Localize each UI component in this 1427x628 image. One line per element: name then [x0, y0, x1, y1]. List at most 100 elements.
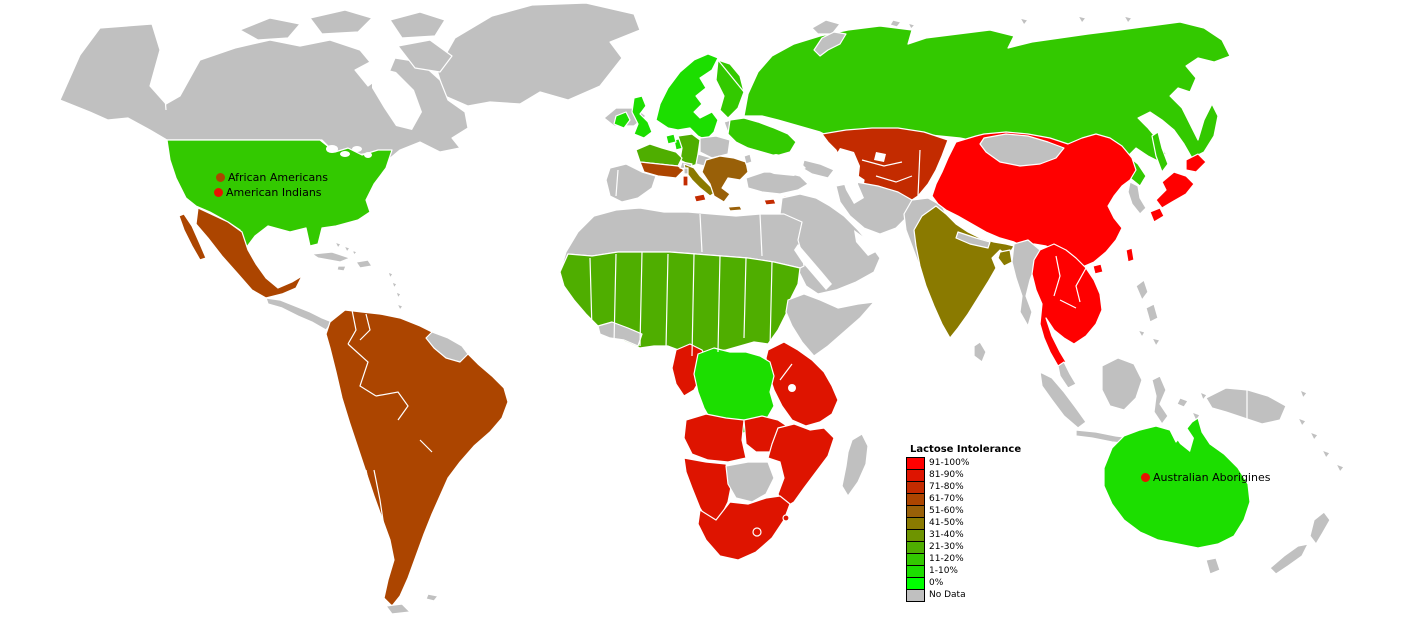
- region-swaziland: [782, 514, 790, 522]
- legend: Lactose Intolerance 91-100% 81-90% 71-80% 6…: [906, 444, 1046, 602]
- legend-label: 71-80%: [929, 482, 964, 492]
- region-madagascar: [841, 433, 869, 497]
- annotation-american-indians: American Indians: [214, 185, 322, 199]
- water-black-sea: [756, 154, 806, 176]
- region-balkans: [701, 155, 749, 203]
- region-southeast-asia: [1031, 243, 1103, 367]
- region-indonesia: [1039, 371, 1087, 429]
- legend-label: 61-70%: [929, 494, 964, 504]
- australian-aborigines-dot-icon: [1141, 472, 1150, 482]
- region-caribbean: [311, 251, 351, 263]
- region-philippines: [1145, 303, 1159, 323]
- water-caspian-sea: [834, 148, 864, 204]
- region-poland: [699, 135, 731, 159]
- region-scandinavia: [655, 53, 719, 141]
- region-japan: [1185, 153, 1207, 173]
- region-nepal: [955, 231, 991, 249]
- annotation-african-americans: African Americans: [216, 171, 328, 184]
- region-canadian-arctic-islands: [397, 39, 453, 73]
- region-ireland: [613, 111, 631, 129]
- legend-row-p1: 1-10%: [906, 565, 1046, 578]
- region-taiwan: [1125, 247, 1135, 263]
- region-horn-of-africa: [785, 293, 875, 357]
- region-india: [913, 205, 1015, 339]
- water-great-lakes: [326, 145, 338, 153]
- water-great-lakes: [364, 152, 372, 158]
- legend-label: 11-20%: [929, 554, 964, 564]
- region-new-guinea: [1205, 387, 1287, 425]
- legend-label: 31-40%: [929, 530, 964, 540]
- region-corsica: [683, 167, 689, 175]
- region-caribbean: [355, 259, 373, 269]
- region-greenland: [436, 2, 641, 107]
- region-bangladesh: [997, 249, 1013, 267]
- region-japan: [1155, 171, 1195, 209]
- legend-label: 0%: [929, 578, 944, 588]
- legend-label: 41-50%: [929, 518, 964, 528]
- water-persian-gulf: [854, 230, 876, 256]
- region-indonesia: [1101, 357, 1143, 411]
- legend-row-p81: 81-90%: [906, 469, 1046, 482]
- region-sardinia: [682, 175, 689, 187]
- region-sicily: [693, 193, 707, 203]
- region-mexico: [178, 213, 207, 261]
- country-borders: [161, 59, 1248, 581]
- region-japan: [1149, 207, 1165, 223]
- legend-label: 21-30%: [929, 542, 964, 552]
- region-sakhalin: [1151, 131, 1169, 173]
- region-angola: [683, 413, 747, 463]
- region-dr-congo: [693, 347, 775, 435]
- region-west-african-coast: [597, 321, 643, 347]
- water-great-lakes: [352, 146, 362, 152]
- legend-label: 91-100%: [929, 458, 970, 468]
- region-indonesia: [1176, 391, 1208, 422]
- region-moldova: [743, 153, 753, 165]
- region-caribbean: [336, 265, 347, 272]
- region-mexico: [195, 207, 303, 299]
- region-svalbard: [811, 19, 841, 35]
- region-ukraine-belarus: [727, 117, 797, 157]
- region-uk: [631, 95, 653, 139]
- region-south-atlantic-islands: [425, 593, 439, 602]
- region-south-atlantic-islands: [385, 603, 411, 615]
- american-indians-dot-icon: [214, 187, 223, 197]
- water-aral-sea: [874, 152, 886, 162]
- legend-label: 81-90%: [929, 470, 964, 480]
- region-china: [931, 131, 1137, 269]
- region-korea: [1127, 181, 1147, 215]
- legend-label: 1-10%: [929, 566, 958, 576]
- region-netherlands: [665, 133, 677, 145]
- african-americans-dot-icon: [216, 172, 225, 182]
- annotation-australian-aborigines: Australian Aborigines: [1141, 470, 1271, 484]
- annotation-label: American Indians: [226, 185, 322, 199]
- region-philippines: [1135, 279, 1149, 301]
- region-usa: [166, 139, 393, 249]
- region-russian-arctic-islands: [889, 15, 1133, 30]
- water-red-sea: [794, 244, 832, 290]
- region-crete: [727, 205, 743, 212]
- region-new-zealand: [1269, 543, 1309, 575]
- legend-row-nodata: No Data: [906, 589, 1046, 602]
- annotation-label: Australian Aborigines: [1153, 470, 1271, 484]
- legend-rows: 91-100% 81-90% 71-80% 61-70% 51-60% 41-50% 31-…: [906, 457, 1046, 602]
- water-bodies: [326, 66, 1194, 452]
- water-hudson-bay: [372, 66, 422, 130]
- water-lake-victoria: [788, 384, 796, 392]
- region-mozambique-zimbabwe: [767, 423, 835, 509]
- region-tasmania: [1205, 557, 1221, 575]
- region-caribbean: [334, 241, 404, 311]
- region-lesotho: [752, 527, 762, 537]
- region-pacific-islands: [1297, 389, 1345, 473]
- region-new-zealand: [1309, 511, 1331, 545]
- region-australia: [1103, 417, 1251, 549]
- region-guianas: [425, 331, 469, 363]
- region-hainan: [1092, 263, 1104, 275]
- region-mongolia: [979, 133, 1065, 167]
- region-canadian-arctic-islands: [309, 9, 373, 35]
- region-cyprus: [763, 198, 777, 206]
- region-canadian-arctic-islands: [239, 17, 301, 41]
- region-botswana: [725, 461, 775, 503]
- region-russian-arctic-islands: [813, 31, 847, 57]
